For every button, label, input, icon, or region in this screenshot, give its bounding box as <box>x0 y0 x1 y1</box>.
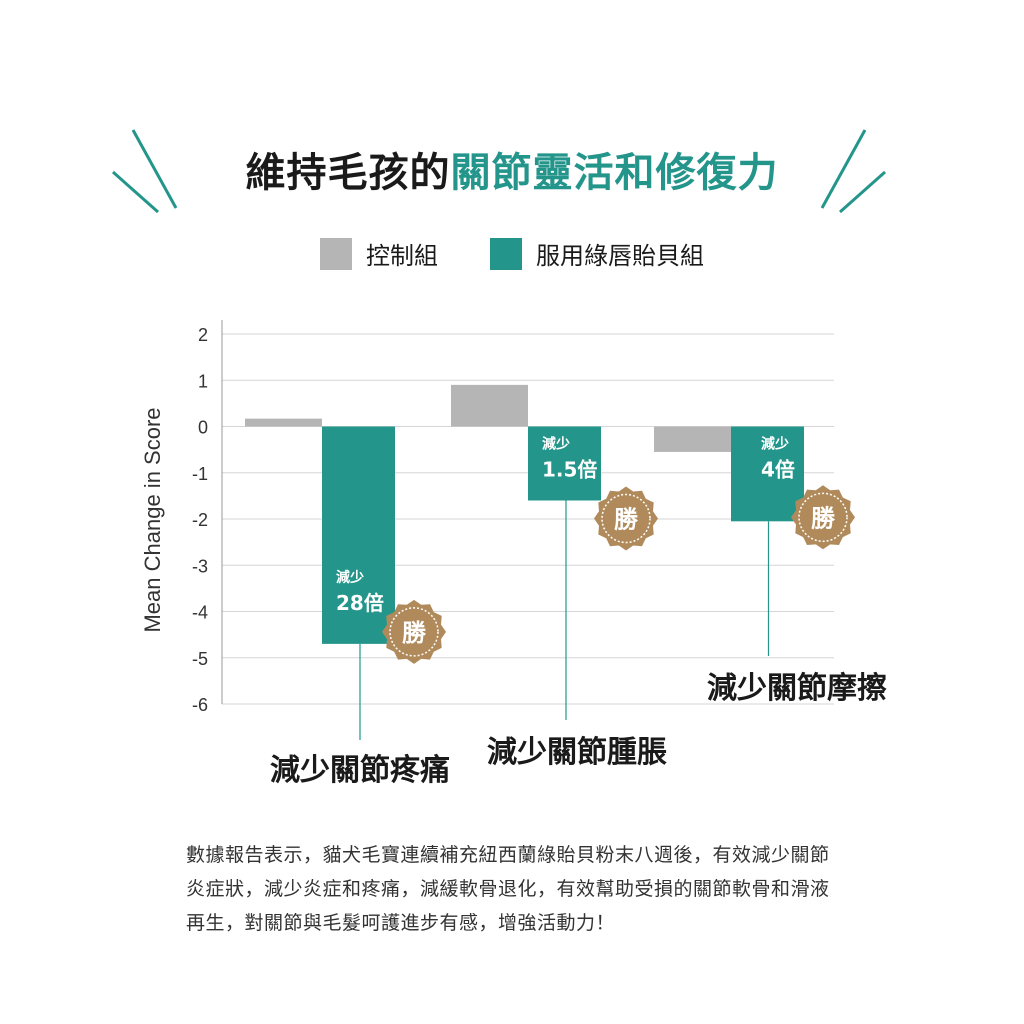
win-badge-icon <box>791 485 855 550</box>
win-badge-label: 勝 <box>811 504 836 532</box>
win-badge-ring <box>389 607 439 657</box>
title-plain: 維持毛孩的 <box>245 150 451 196</box>
bar-chart: 2 1 0 -1 -2 -3 -4 -5 -6 Mean Change in Score 減少 28倍… <box>140 320 887 788</box>
bar-control <box>451 384 528 427</box>
title-accent: 關節靈活和修復力 <box>450 150 779 196</box>
win-badge-ring <box>798 492 848 543</box>
y-tick-label: -6 <box>192 695 208 715</box>
data-label-line2: 28倍 <box>336 591 384 615</box>
y-tick-label: -2 <box>192 510 208 530</box>
legend-item-control: 控制組 <box>320 236 438 271</box>
bar-treatment <box>731 426 804 522</box>
win-badge-label: 勝 <box>402 619 427 647</box>
description-paragraph: 數據報告表示，貓犬毛寶連續補充紐西蘭綠貽貝粉末八週後，有效減少關節炎症狀，減少炎… <box>186 844 830 934</box>
win-badge-icon <box>382 599 446 664</box>
category-label: 減少關節腫脹 <box>487 735 667 770</box>
bar-treatment <box>322 426 395 644</box>
category-label: 減少關節疼痛 <box>270 753 450 788</box>
data-label-line1: 減少 <box>336 569 364 586</box>
y-tick-label: 2 <box>198 325 208 345</box>
data-label-line1: 減少 <box>761 436 789 453</box>
data-label-line2: 1.5倍 <box>542 458 597 482</box>
y-tick-label: -3 <box>192 556 208 576</box>
y-tick-label: -5 <box>192 649 208 669</box>
bar-treatment <box>528 426 601 501</box>
legend-label-treatment: 服用綠唇貽貝組 <box>536 242 704 270</box>
data-label-line2: 4倍 <box>761 458 795 482</box>
win-badge-label: 勝 <box>614 506 639 534</box>
legend-swatch-treatment <box>490 237 522 270</box>
win-badge-ring <box>601 493 651 544</box>
y-tick-label: -1 <box>192 464 208 484</box>
y-axis-label: Mean Change in Score <box>140 407 165 632</box>
page-title: 維持毛孩的關節靈活和修復力 <box>0 140 1024 198</box>
y-tick-label: 1 <box>198 371 208 391</box>
y-tick-label: 0 <box>198 418 208 438</box>
legend: 控制組 服用綠唇貽貝組 <box>0 236 1024 271</box>
legend-item-treatment: 服用綠唇貽貝組 <box>490 236 704 271</box>
win-badge-icon <box>594 486 658 551</box>
data-label-line1: 減少 <box>542 436 570 453</box>
category-label: 減少關節摩擦 <box>707 671 887 706</box>
bar-control <box>654 426 731 452</box>
bar-control <box>245 418 322 427</box>
left-deco-lines-icon <box>112 129 178 214</box>
legend-label-control: 控制組 <box>366 242 438 270</box>
right-deco-lines-icon <box>820 129 886 214</box>
legend-swatch-control <box>320 237 352 270</box>
y-tick-label: -4 <box>192 603 208 623</box>
